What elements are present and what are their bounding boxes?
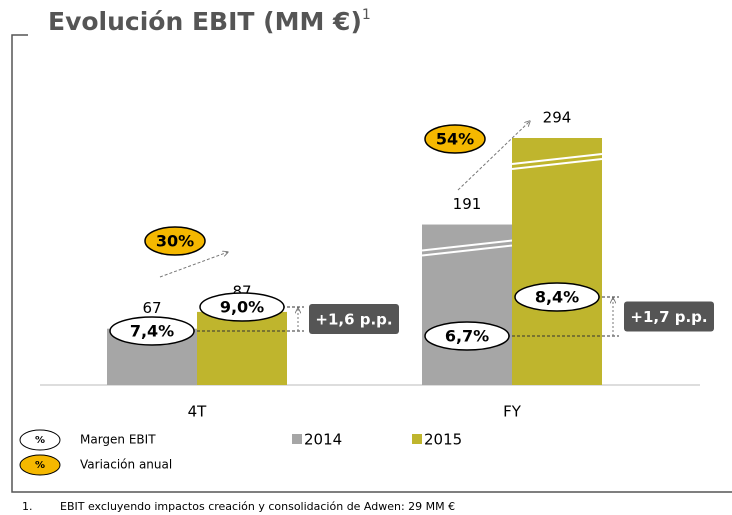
variation-label: 30%	[156, 232, 194, 251]
margin-pill	[109, 316, 195, 346]
change-label: +1,6 p.p.	[315, 311, 392, 329]
margin-label: 6,7%	[445, 327, 489, 346]
bar	[197, 311, 287, 385]
frame	[11, 34, 732, 493]
value-label: 191	[453, 195, 482, 213]
legend-note: Margen EBIT	[80, 433, 156, 447]
variation-pill	[144, 226, 206, 256]
legend-label: 2015	[424, 431, 462, 449]
x-tick-label: 4T	[188, 403, 208, 421]
legend-icon-symbol: %	[35, 435, 45, 446]
margin-pill	[514, 282, 600, 312]
footnote: EBIT excluyendo impactos creación y cons…	[60, 500, 455, 513]
x-tick-label: FY	[503, 403, 522, 421]
value-label: 294	[543, 109, 572, 127]
axis-break	[421, 239, 513, 257]
legend-label: 2014	[304, 431, 342, 449]
change-box	[624, 301, 714, 332]
margin-label: 9,0%	[220, 298, 264, 317]
legend-icon-symbol: %	[35, 460, 45, 471]
bar	[512, 138, 602, 385]
legend-icon	[19, 454, 61, 476]
legend-icon	[19, 429, 61, 451]
value-label: 67	[142, 299, 161, 317]
margin-label: 7,4%	[130, 322, 174, 341]
change-label: +1,7 p.p.	[630, 308, 707, 326]
margin-pill	[199, 292, 285, 322]
variation-pill	[424, 124, 486, 154]
variation-arrow	[159, 252, 228, 278]
legend-swatch	[412, 434, 422, 444]
variation-arrow	[457, 121, 530, 191]
variation-label: 54%	[436, 130, 474, 149]
legend-note: Variación anual	[80, 458, 172, 472]
axis-break	[511, 153, 603, 170]
legend-swatch	[292, 434, 302, 444]
margin-label: 8,4%	[535, 288, 579, 307]
margin-pill	[424, 321, 510, 351]
change-box	[309, 304, 399, 334]
chart-title: Evolución EBIT (MM €)1	[48, 7, 371, 36]
footnote-number: 1.	[22, 500, 33, 513]
